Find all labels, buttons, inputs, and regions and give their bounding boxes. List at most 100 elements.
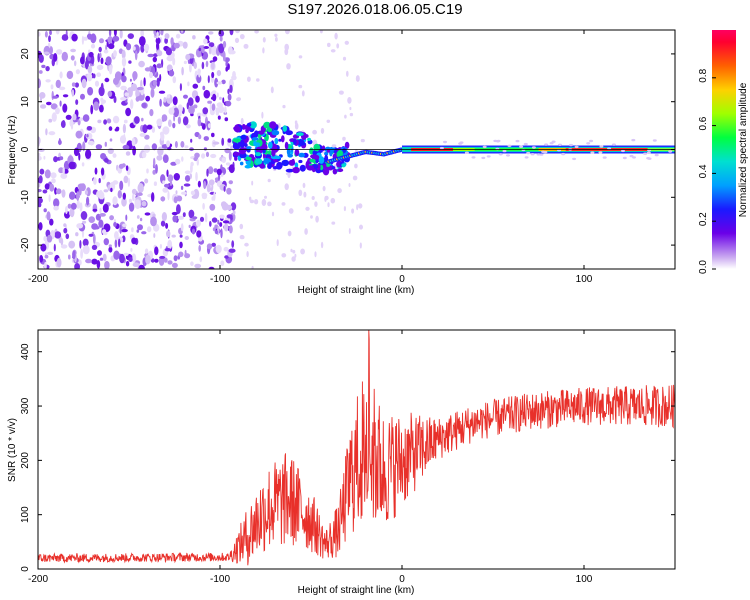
noise-speckle [50,172,57,179]
noise-speckle [123,252,129,256]
noise-speckle [38,222,43,231]
noise-speckle [643,152,648,155]
noise-speckle [60,120,66,128]
noise-speckle [82,245,90,255]
noise-speckle [192,35,196,40]
noise-speckle [204,212,208,223]
noise-speckle [161,114,168,122]
noise-speckle [208,42,215,48]
noise-speckle [46,101,52,106]
noise-speckle [221,79,226,85]
spectral-blob [259,163,266,169]
noise-speckle [198,69,201,78]
noise-speckle [288,208,294,214]
noise-speckle [338,90,344,95]
noise-speckle [234,37,240,44]
noise-speckle [42,189,48,194]
noise-speckle [226,187,232,195]
noise-speckle [147,53,155,58]
noise-speckle [71,82,76,87]
noise-speckle [99,213,106,217]
noise-speckle [164,37,169,44]
noise-speckle [45,128,48,136]
noise-speckle [590,151,595,154]
noise-speckle [298,55,303,59]
noise-speckle [91,258,98,265]
noise-speckle [196,230,202,238]
noise-speckle [342,136,346,141]
noise-speckle [184,249,187,256]
noise-speckle [314,201,318,207]
noise-speckle [56,49,63,55]
noise-speckle [202,85,206,91]
noise-speckle [443,140,447,144]
noise-speckle [66,70,74,80]
x-tick-label: -100 [210,274,230,285]
noise-speckle [58,138,61,146]
noise-speckle [86,126,93,131]
noise-speckle [117,190,123,199]
y-tick-label: -10 [20,190,31,205]
noise-speckle [186,124,191,129]
noise-speckle [166,169,169,177]
noise-speckle [180,141,185,148]
noise-speckle [58,86,66,91]
noise-speckle [183,60,187,65]
noise-speckle [156,50,163,57]
noise-speckle [93,101,100,111]
noise-speckle [526,151,531,155]
noise-speckle [139,152,143,159]
noise-speckle [112,180,119,185]
noise-speckle [217,174,221,181]
noise-speckle [549,142,554,145]
noise-speckle [102,253,107,262]
noise-speckle [140,30,145,37]
snr-marks [38,330,675,566]
noise-speckle [354,163,358,169]
noise-speckle [157,146,164,156]
noise-speckle [49,183,55,192]
noise-speckle [95,144,103,150]
noise-speckle [80,93,85,100]
noise-speckle [212,93,217,102]
noise-speckle [152,56,157,63]
x-tick-label: 100 [576,574,593,585]
noise-speckle [224,148,231,154]
noise-speckle [331,144,337,148]
noise-speckle [150,258,155,263]
noise-speckle [121,57,127,67]
noise-speckle [498,153,503,156]
spectral-blob [243,143,248,148]
noise-speckle [144,67,151,72]
noise-speckle [261,199,267,206]
noise-speckle [168,107,175,115]
noise-speckle [51,90,54,101]
noise-speckle [79,202,83,212]
noise-speckle [292,249,296,254]
noise-speckle [201,153,206,159]
noise-speckle [54,231,62,239]
noise-speckle [135,88,140,99]
noise-speckle [247,76,251,82]
noise-speckle [171,262,178,268]
noise-speckle [75,116,81,120]
spectral-blob [245,156,252,161]
noise-speckle [188,209,195,219]
noise-speckle [211,196,215,201]
noise-speckle [156,31,159,39]
noise-speckle [61,34,69,41]
noise-speckle [38,155,42,161]
noise-speckle [156,63,163,69]
noise-speckle [168,69,175,77]
noise-speckle [201,192,208,198]
spectral-blob [285,130,293,136]
noise-speckle [38,148,45,152]
noise-speckle [144,212,151,216]
noise-speckle [146,124,153,130]
spectral-blob [241,123,246,130]
noise-speckle [231,240,235,248]
noise-speckle [220,228,223,239]
noise-speckle [70,202,77,210]
noise-speckle [342,56,347,61]
